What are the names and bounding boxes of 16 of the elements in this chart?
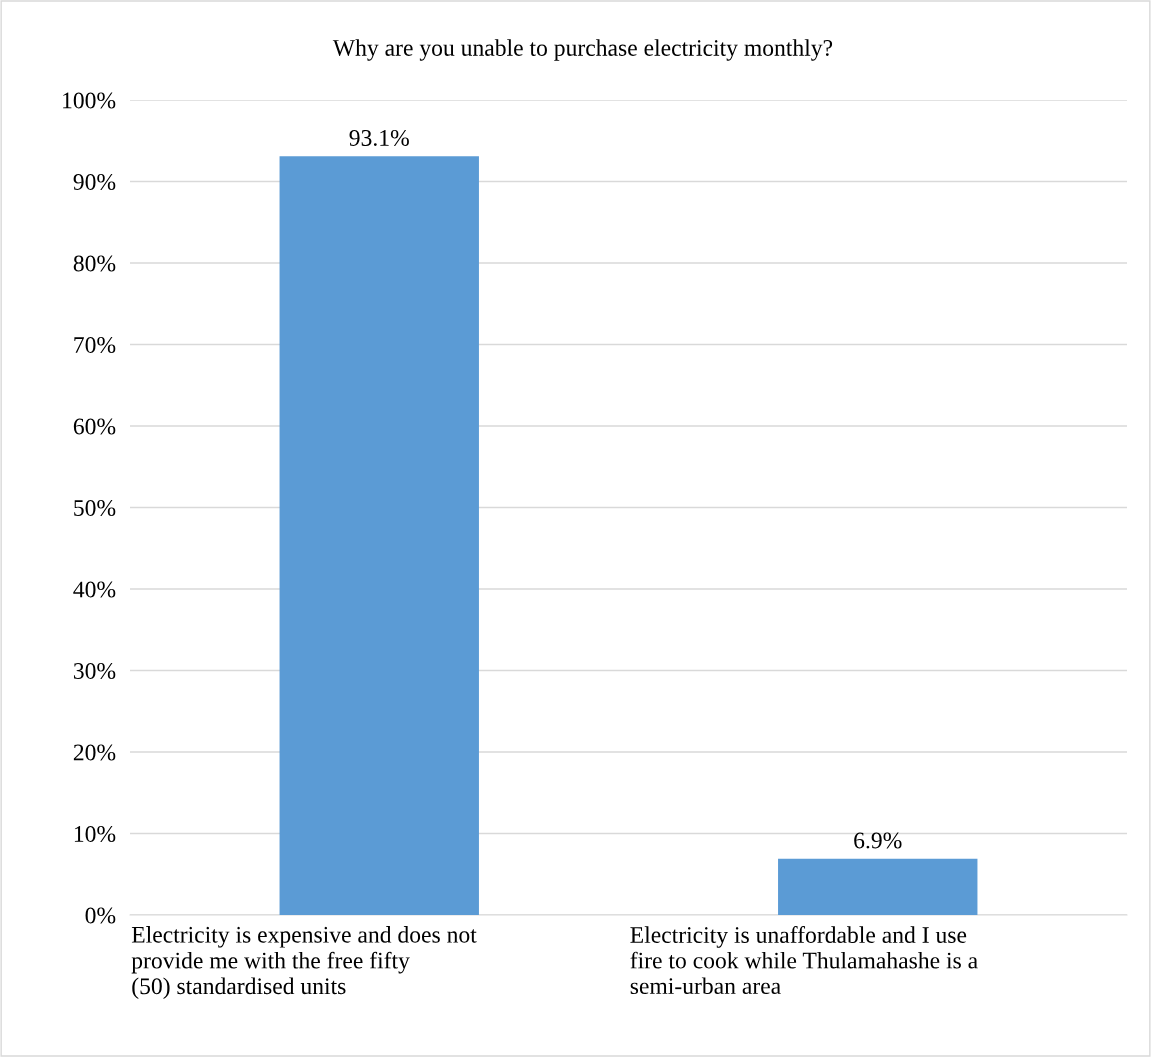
y-tick-label: 70% xyxy=(74,336,116,353)
chart-title: Why are you unable to purchase electricity monthly? xyxy=(332,39,833,61)
data-label: 93.1% xyxy=(349,129,409,146)
x-tick-label: Electricity is expensive and does not provide me with the free fifty (50) standardised units xyxy=(131,926,477,999)
y-tick-label: 30% xyxy=(73,662,116,679)
y-tick-label: 50% xyxy=(74,499,116,516)
y-tick-label: 20% xyxy=(73,744,116,761)
y-tick-label: 90% xyxy=(73,173,116,190)
y-tick-label: 60% xyxy=(73,418,116,435)
y-tick-label: 40% xyxy=(73,581,116,598)
y-tick-label: 100% xyxy=(63,92,116,109)
data-label: 6.9% xyxy=(854,832,902,849)
y-tick-label: 80% xyxy=(73,255,116,272)
y-tick-label: 0% xyxy=(85,907,116,924)
y-tick-label: 10% xyxy=(74,825,116,842)
x-tick-label: Electricity is unaffordable and I use fire to cook while Thulamahashe is a semi-urban area xyxy=(630,926,978,995)
